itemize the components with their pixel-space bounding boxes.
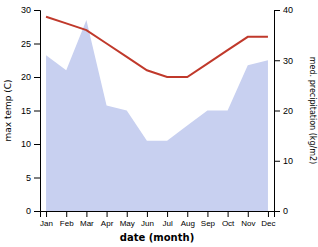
tick-mark xyxy=(248,211,249,217)
y-axis: 0 5 10 15 20 25 30 xyxy=(21,5,41,216)
tick-mark xyxy=(46,211,47,217)
tick-label: 40 xyxy=(283,5,293,15)
tick: Mar xyxy=(80,211,94,228)
axis-line xyxy=(41,212,275,218)
tick-mark xyxy=(274,10,280,11)
tick: 0 xyxy=(274,206,288,216)
chart: Jan Feb Mar Apr May Jun Jul Aug Sep Oct Nov Dec 0 5 10… xyxy=(0,0,318,247)
tick-label: Jul xyxy=(162,219,172,228)
tick-label: Aug xyxy=(181,219,195,228)
y-axis-title: max temp (C) xyxy=(3,79,13,141)
tick: Apr xyxy=(101,211,114,228)
tick-mark xyxy=(34,10,40,11)
tick-label: 15 xyxy=(21,106,31,116)
tick: Jan xyxy=(40,211,53,228)
tick: Sep xyxy=(201,211,216,228)
tick-label: May xyxy=(120,219,135,228)
tick-label: 0 xyxy=(26,206,31,216)
tick: Nov xyxy=(241,211,255,228)
tick-mark xyxy=(274,111,280,112)
tick: 25 xyxy=(21,39,40,49)
tick-mark xyxy=(34,44,40,45)
tick: 20 xyxy=(21,72,40,82)
tick: Oct xyxy=(222,211,235,228)
tick-label: Nov xyxy=(241,219,255,228)
tick-label: 5 xyxy=(26,173,31,183)
tick-label: Jan xyxy=(40,219,53,228)
tick-mark xyxy=(147,211,148,217)
tick: 30 xyxy=(274,56,293,66)
tick-mark xyxy=(34,178,40,179)
tick-label: 30 xyxy=(21,5,31,15)
tick: Feb xyxy=(60,211,74,228)
tick-mark xyxy=(274,211,280,212)
tick-label: 20 xyxy=(21,72,31,82)
tick-mark xyxy=(34,144,40,145)
tick: 40 xyxy=(274,5,293,15)
temperature-line xyxy=(46,17,268,77)
precipitation-area xyxy=(46,20,268,211)
tick-label: Jun xyxy=(141,219,154,228)
tick-mark xyxy=(268,211,269,217)
tick-label: 10 xyxy=(283,156,293,166)
tick: May xyxy=(120,211,135,228)
tick-label: Sep xyxy=(201,219,216,228)
tick-mark xyxy=(34,211,40,212)
tick-label: 10 xyxy=(21,139,31,149)
tick-mark xyxy=(34,77,40,78)
tick-label: Mar xyxy=(80,219,94,228)
tick-mark xyxy=(86,211,87,217)
tick-label: 20 xyxy=(283,106,293,116)
x-axis-title: date (month) xyxy=(120,232,194,243)
tick: Jul xyxy=(162,211,172,228)
tick: 5 xyxy=(26,173,40,183)
tick-mark xyxy=(187,211,188,217)
tick: 10 xyxy=(274,156,293,166)
x-axis: Jan Feb Mar Apr May Jun Jul Aug Sep Oct Nov Dec xyxy=(40,211,275,228)
tick-mark xyxy=(167,211,168,217)
tick-mark xyxy=(207,211,208,217)
tick-label: Feb xyxy=(60,219,74,228)
tick: Dec xyxy=(261,211,275,228)
tick: 15 xyxy=(21,106,40,116)
tick-label: 25 xyxy=(21,39,31,49)
tick-mark xyxy=(228,211,229,217)
tick-label: 30 xyxy=(283,56,293,66)
plot: Jan Feb Mar Apr May Jun Jul Aug Sep Oct Nov Dec 0 5 10… xyxy=(21,5,293,227)
tick-label: Dec xyxy=(261,219,275,228)
tick: 0 xyxy=(26,206,40,216)
axis-line xyxy=(275,11,281,212)
tick: 10 xyxy=(21,139,40,149)
axis-line xyxy=(34,11,41,212)
tick-label: Oct xyxy=(222,219,235,228)
marks xyxy=(46,17,268,211)
tick: Jun xyxy=(141,211,154,228)
tick-mark xyxy=(34,111,40,112)
tick-mark xyxy=(66,211,67,217)
tick: 20 xyxy=(274,106,293,116)
tick-mark xyxy=(274,60,280,61)
tick-mark xyxy=(107,211,108,217)
tick-label: Apr xyxy=(101,219,114,228)
y2-axis-title: med. precipitation (kg/m2) xyxy=(308,57,317,164)
y2-axis: 0 10 20 30 40 xyxy=(274,5,293,216)
tick-label: 0 xyxy=(283,206,288,216)
tick-mark xyxy=(274,161,280,162)
tick: 30 xyxy=(21,5,40,15)
tick: Aug xyxy=(181,211,195,228)
tick-mark xyxy=(127,211,128,217)
